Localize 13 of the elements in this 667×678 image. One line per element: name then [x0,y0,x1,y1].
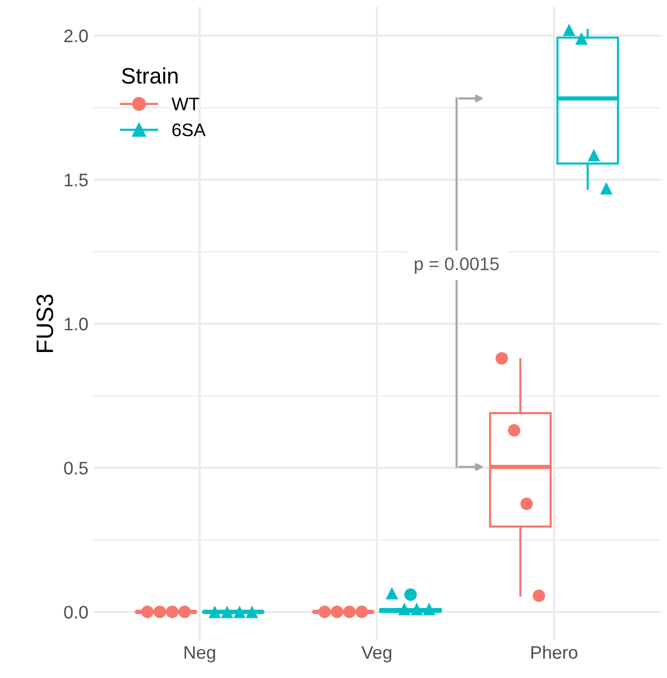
y-tick-label: 1.5 [64,174,88,186]
y-tick-label: 0.0 [64,606,88,619]
y-tick-label: 0.5 [64,462,88,475]
x-tick-label: Veg [361,646,392,662]
legend-label: 6SA [172,123,206,136]
x-tick-label: Neg [184,646,216,662]
annotation: p = 0.0015 [414,257,499,274]
y-tick-label: 2.0 [64,30,88,42]
legend-title: Strain [122,67,178,84]
legend-label: WT [172,98,200,110]
y-tick-label: 1.0 [64,318,88,330]
y-axis-title: FUS3 [36,294,54,352]
x-tick-label: Phero [531,646,578,659]
